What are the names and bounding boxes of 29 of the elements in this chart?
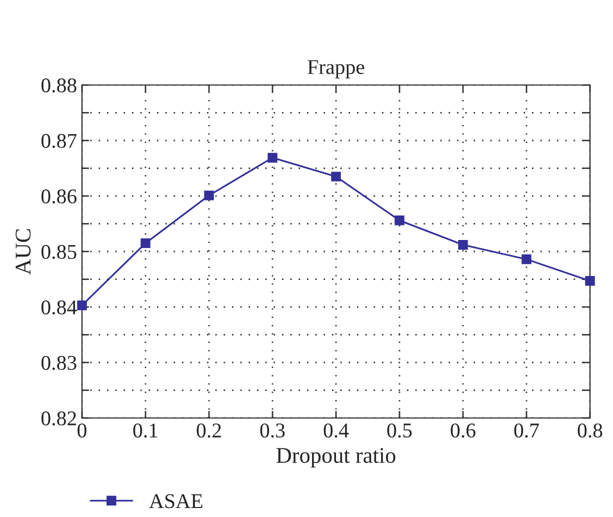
x-tick-label: 0.7 xyxy=(514,423,539,438)
y-tick-label: 0.87 xyxy=(41,134,77,148)
x-tick-label: 0.4 xyxy=(324,423,349,438)
point xyxy=(331,172,341,182)
x-tick-label: 0.1 xyxy=(133,423,158,438)
y-tick-label: 0.88 xyxy=(41,78,76,93)
y-tick-label: 0.82 xyxy=(41,411,76,426)
point xyxy=(522,254,532,264)
point xyxy=(140,238,150,248)
x-tick-label: 0.8 xyxy=(578,423,602,438)
point xyxy=(585,276,595,286)
y-tick-label: 0.85 xyxy=(41,244,76,260)
x-axis-title: Dropout ratio xyxy=(276,448,396,468)
legend-label: ASAE xyxy=(149,494,202,508)
y-axis-title: AUC xyxy=(16,229,31,275)
point xyxy=(458,240,468,250)
y-tick-label: 0.84 xyxy=(41,300,77,315)
x-tick-label: 0.3 xyxy=(260,423,285,438)
y-tick-label: 0.86 xyxy=(41,189,77,204)
y-tick-label: 0.83 xyxy=(41,356,76,370)
point xyxy=(77,300,87,310)
point xyxy=(204,190,214,200)
x-tick-label: 0.6 xyxy=(450,423,476,438)
chart-title: Frappe xyxy=(308,60,364,78)
x-tick-label: 0.5 xyxy=(387,423,412,438)
x-tick-label: 0 xyxy=(78,423,86,438)
x-tick-label: 0.2 xyxy=(196,423,221,438)
point xyxy=(394,216,404,226)
point xyxy=(268,152,278,163)
